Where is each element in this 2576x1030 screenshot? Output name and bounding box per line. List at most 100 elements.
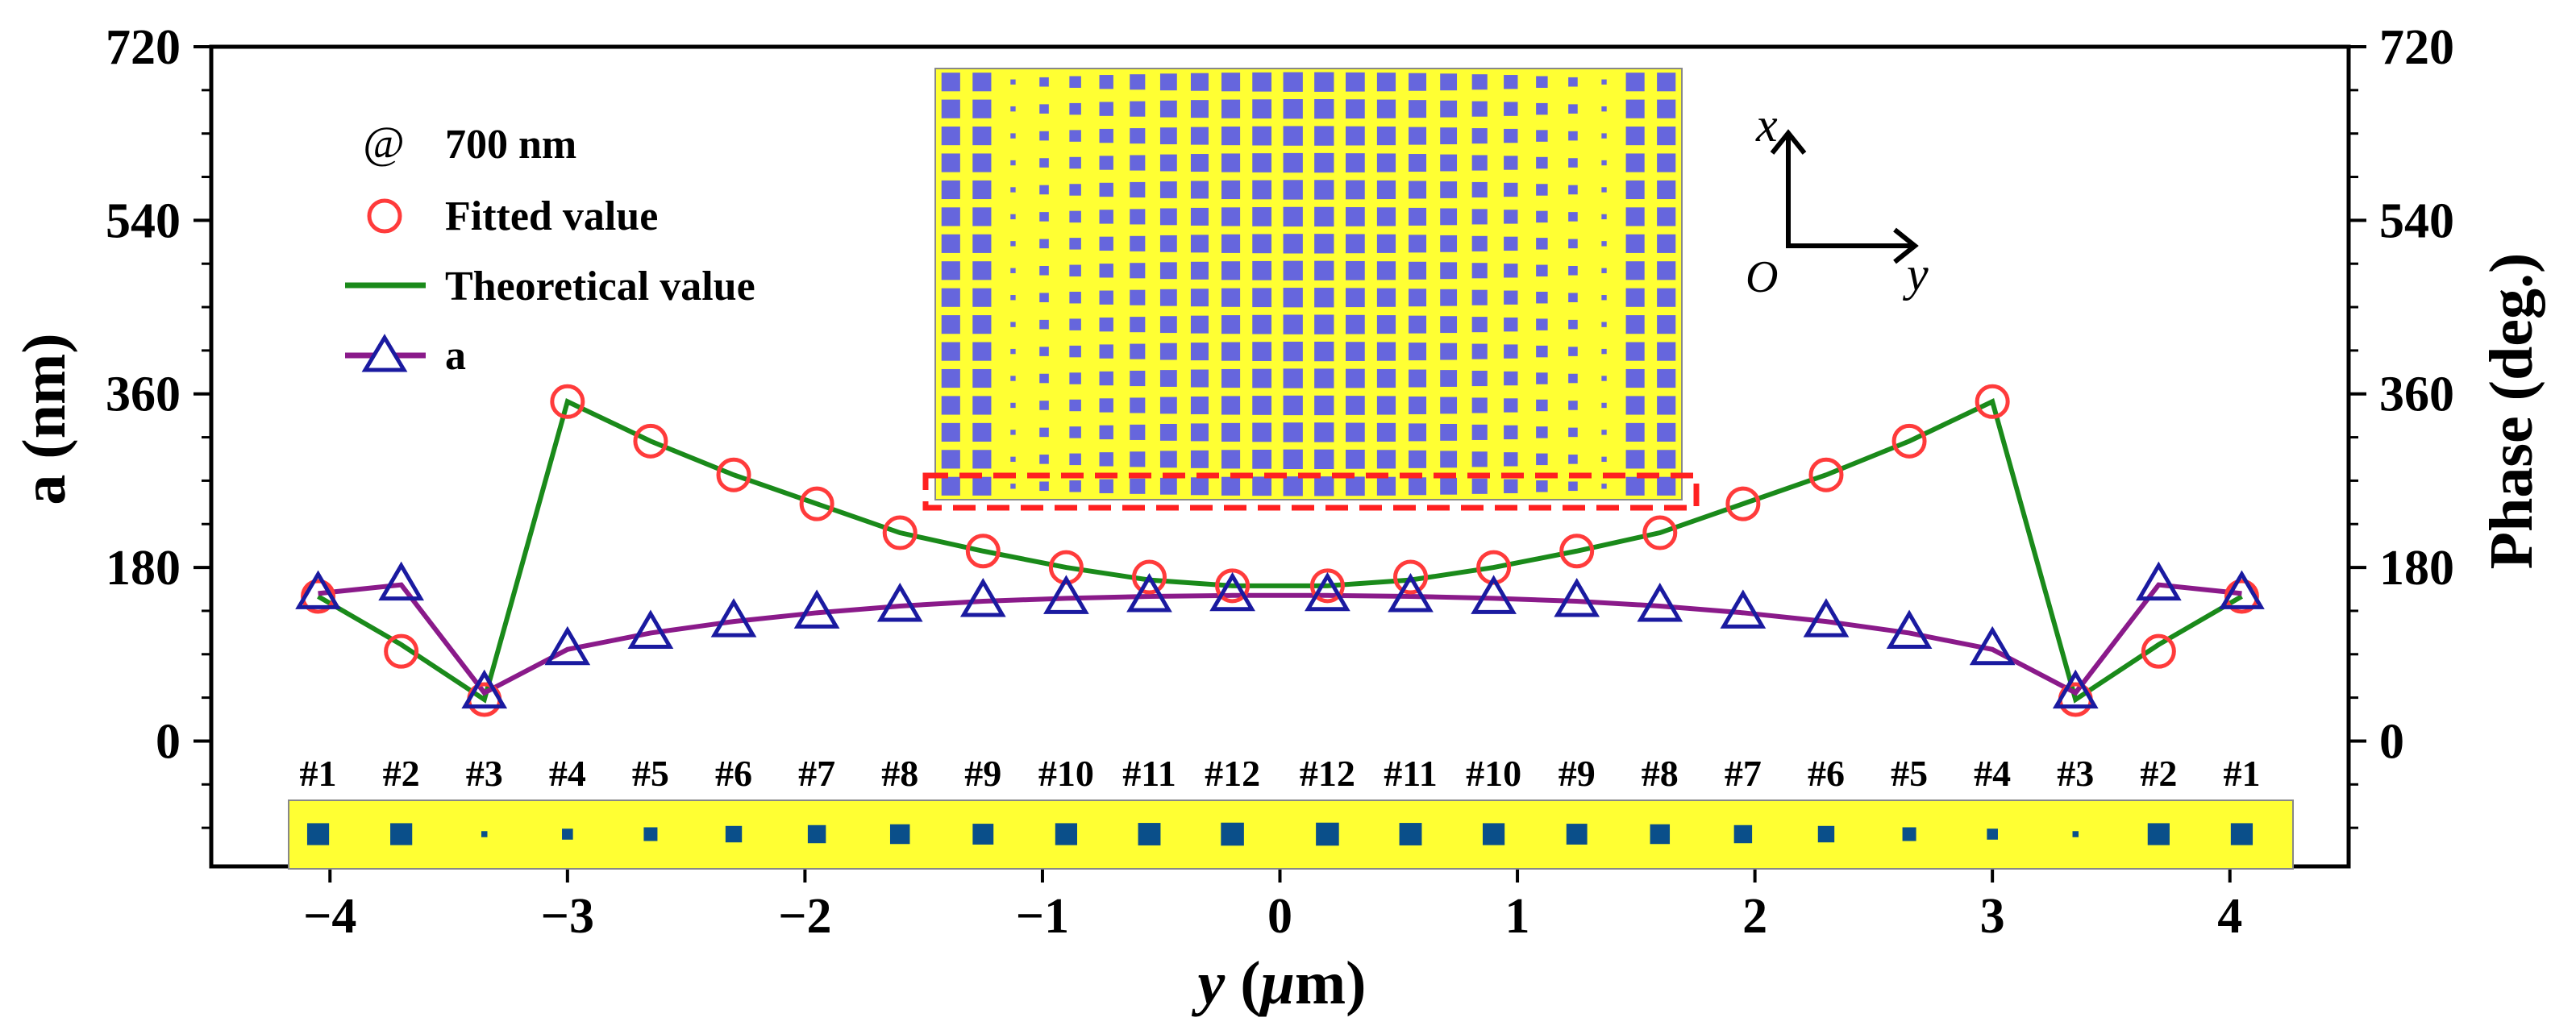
metasurface-pillar [1130,155,1146,171]
metasurface-pillar [1221,207,1241,226]
a-point [793,589,840,629]
metasurface-pillar [1314,99,1334,119]
metasurface-pillar [1099,236,1113,251]
metasurface-pillar [1039,265,1049,276]
metasurface-pillar [1069,184,1081,196]
metasurface-pillar [1346,396,1365,415]
metasurface-pillar [941,476,960,496]
metasurface-pillar [1601,79,1607,85]
fitted-value-point [1975,384,2010,419]
metasurface-pillar [1346,126,1365,146]
x-tick-label: 3 [1980,889,2005,944]
metasurface-pillar [1536,130,1548,142]
metasurface-pillar [1504,210,1518,224]
metasurface-pillar [1625,342,1645,361]
metasurface-pillar [1099,102,1113,116]
metasurface-pillar [1409,127,1427,145]
metasurface-pillar [1283,260,1303,280]
metasurface-pillar [1314,288,1334,308]
metasurface-pillar [1010,106,1016,112]
metasurface-pillar [1536,76,1548,88]
metasurface-pillar [1657,207,1676,226]
metasurface-pillar [1099,210,1113,224]
metasurface-pillar [1010,348,1016,355]
unit-cell-label: #11 [1384,753,1437,794]
metasurface-pillar [1190,100,1209,118]
a-point [1637,583,1683,622]
unit-cell-label: #5 [632,753,669,794]
metasurface-pillar [1069,291,1081,304]
metasurface-pillar [1536,264,1548,277]
metasurface-pillar [1440,181,1458,198]
metasurface-pillar [1504,317,1518,332]
unit-cell-label: #3 [2057,753,2094,794]
metasurface-pillar [1130,370,1146,387]
metasurface-pillar [1601,106,1607,112]
metasurface-pillar [1440,423,1458,441]
metasurface-pillar [1601,241,1607,247]
metasurface-pillar [1409,207,1427,226]
metasurface-pillar [1221,315,1241,334]
metasurface-pillar [1283,476,1303,496]
metasurface-pillar [1440,316,1458,334]
strip-pillar [2072,831,2079,837]
metasurface-pillar [972,315,992,334]
metasurface-pillar [1221,261,1241,280]
metasurface-inset [922,68,1700,511]
strip-pillar [1902,827,1916,841]
metasurface-pillar [1376,180,1396,200]
metasurface-pillar [1568,347,1578,356]
strip-pillar [889,824,910,845]
metasurface-pillar [1010,241,1016,247]
metasurface-pillar [1159,127,1177,145]
unit-cell-label: #7 [798,753,835,794]
metasurface-pillar [1190,477,1209,496]
strip-pillar [972,824,994,845]
metasurface-pillar [1601,484,1607,489]
metasurface-pillar [1601,133,1607,139]
metasurface-pillar [1190,343,1209,361]
metasurface-pillar [1010,214,1016,220]
metasurface-pillar [972,127,992,146]
metasurface-pillar [1252,476,1271,496]
metasurface-pillar [1221,180,1241,200]
metasurface-pillar [972,207,992,226]
metasurface-pillar [1314,206,1334,227]
metasurface-pillar [1440,73,1458,91]
metasurface-pillar [1471,289,1488,305]
fitted-value-point [1891,423,1927,459]
metasurface-pillar [1440,289,1458,306]
metasurface-pillar [1504,344,1518,359]
metasurface-pillar [1010,295,1016,301]
metasurface-pillar [1568,131,1578,141]
metasurface-pillar [1504,182,1518,197]
metasurface-pillar [1625,288,1645,307]
metasurface-pillar [941,315,960,334]
left-y-tick-label: 360 [106,368,181,422]
a-point [544,625,591,666]
metasurface-pillar [1471,128,1488,144]
metasurface-pillar [1346,422,1365,442]
metasurface-pillar [1440,235,1458,252]
strip-pillar [807,824,826,844]
legend-at-symbol: @ [363,118,405,168]
a-point [2052,669,2099,709]
metasurface-pillar [1314,314,1334,334]
metasurface-pillar [1471,181,1488,198]
metasurface-pillar [1471,451,1488,467]
metasurface-pillar [1190,450,1209,468]
metasurface-pillar [1504,290,1518,305]
metasurface-pillar [1099,479,1113,493]
metasurface-pillar [1504,371,1518,386]
metasurface-pillar [1409,369,1427,388]
metasurface-pillar [1471,317,1488,333]
metasurface-pillar [1099,156,1113,170]
metasurface-pillar [1657,315,1676,334]
unit-cell-label: #10 [1038,753,1094,794]
x-arrowhead-icon [1770,129,1807,155]
metasurface-pillar [1039,481,1049,492]
metasurface-pillar [1440,127,1458,145]
metasurface-pillar [1440,154,1458,172]
metasurface-pillar [1625,73,1645,92]
metasurface-pillar [1346,153,1365,172]
